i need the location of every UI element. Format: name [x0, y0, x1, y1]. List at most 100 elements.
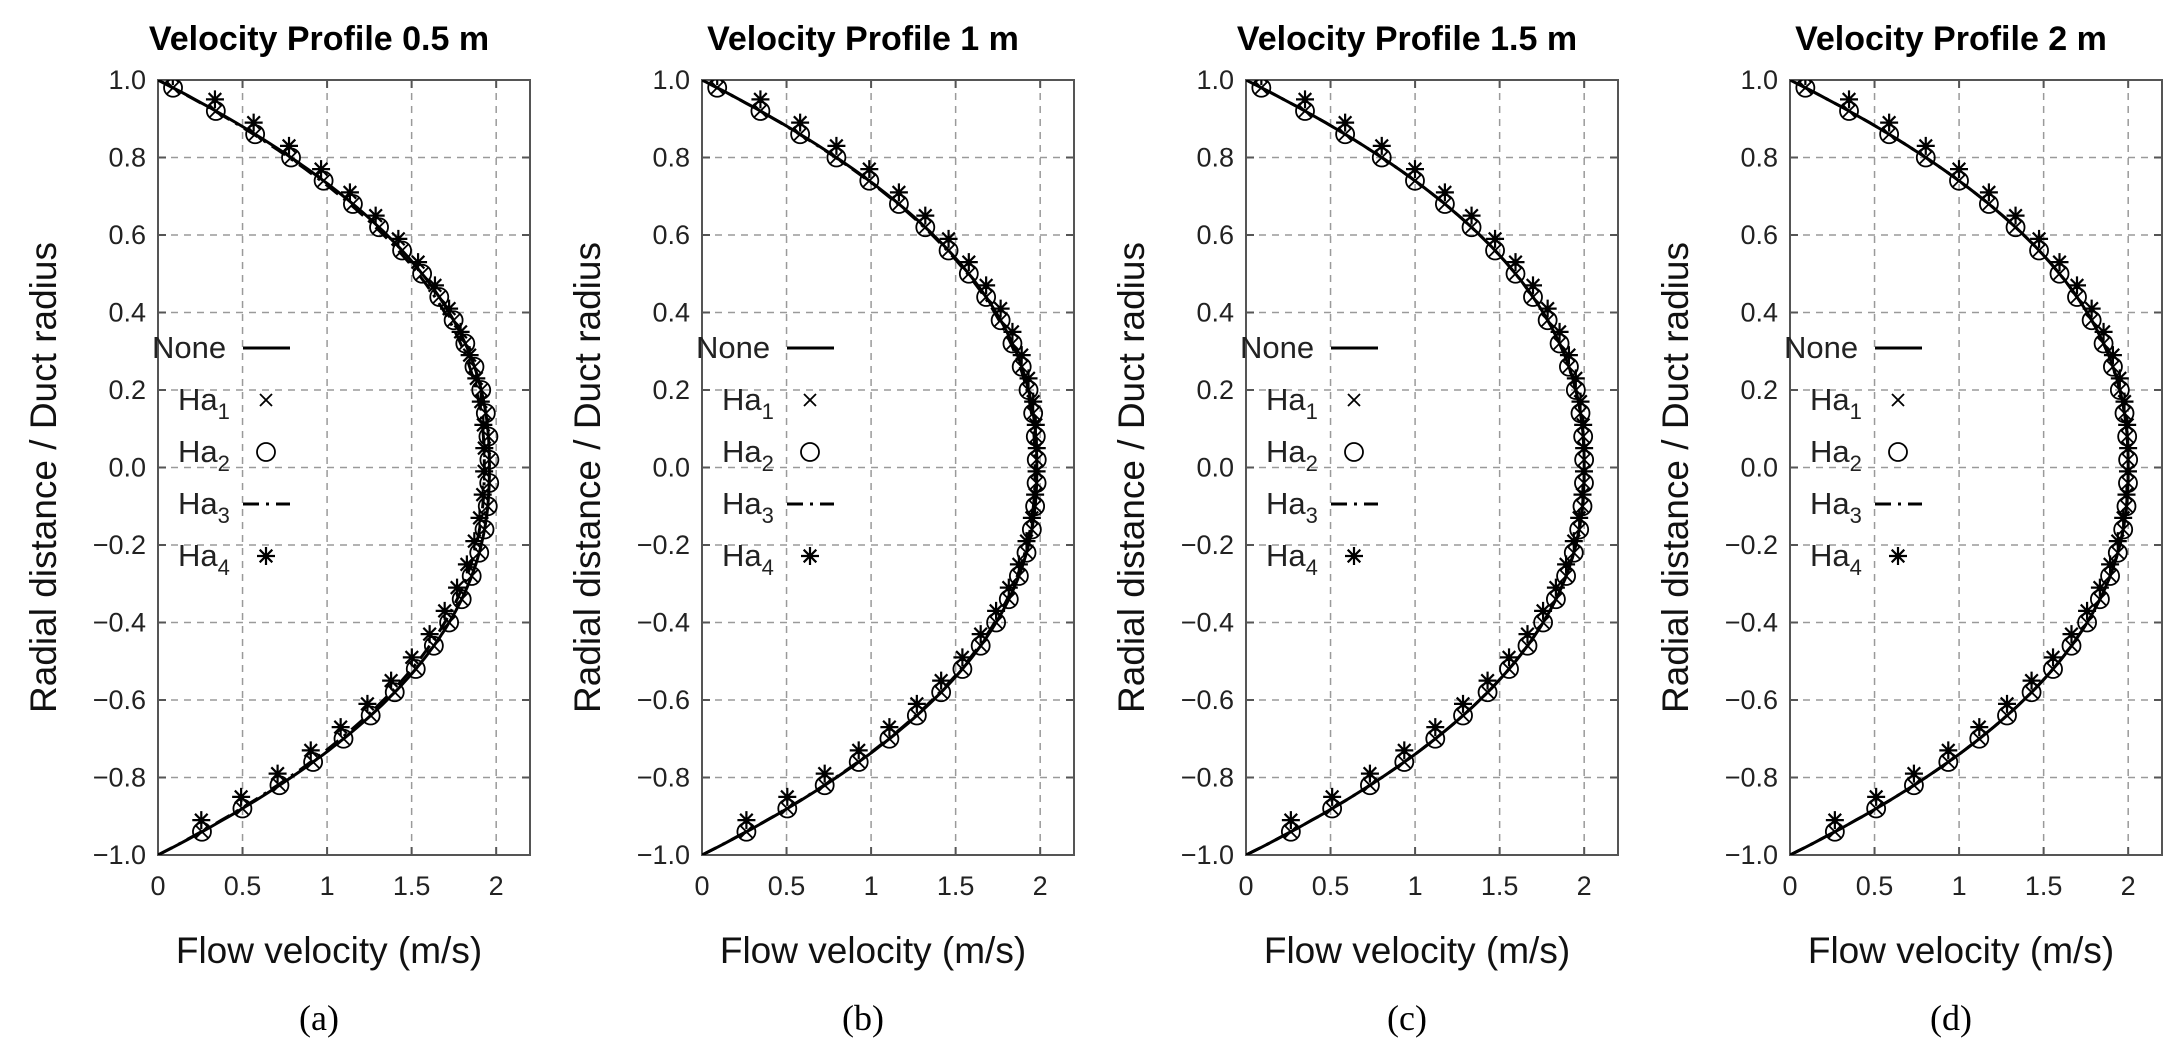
data-point — [280, 136, 299, 155]
plot-area — [1246, 80, 1595, 855]
data-point — [1426, 718, 1445, 737]
data-point — [1979, 183, 1998, 202]
legend-label: Ha3 — [1266, 486, 1318, 528]
data-point — [469, 542, 490, 563]
chart-title: Velocity Profile 1.5 m — [1237, 20, 1577, 58]
data-point — [991, 299, 1010, 318]
data-point — [1026, 485, 1045, 504]
y-tick-label: −0.6 — [637, 685, 690, 715]
x-tick-label: 1 — [1952, 871, 1967, 901]
data-point — [1488, 243, 1502, 258]
legend-subscript: 4 — [1850, 555, 1862, 580]
panel-caption: (a) — [299, 998, 339, 1038]
data-point — [1026, 415, 1045, 434]
data-point — [1454, 694, 1473, 713]
y-axis-label: Radial distance / Duct radius — [1111, 242, 1152, 713]
data-point — [1360, 764, 1379, 783]
data-point — [244, 113, 263, 132]
grid — [1246, 80, 1618, 855]
y-tick-label: 0.8 — [108, 143, 146, 173]
data-point — [465, 532, 484, 551]
grid — [158, 80, 530, 855]
data-point — [882, 732, 897, 746]
legend-marker — [800, 442, 820, 462]
y-tick-label: 1.0 — [1740, 65, 1778, 95]
chart-svg-a: Velocity Profile 0.5 m 0 0.5 1 1.5 2 1.0 0.8 0.6… — [23, 20, 531, 1038]
data-point — [2117, 485, 2136, 504]
series-line — [1246, 80, 1586, 855]
data-point — [2022, 671, 2041, 690]
y-tick-label: 0.0 — [108, 453, 146, 483]
legend-subscript: 3 — [1850, 503, 1862, 528]
y-tick-label: −1.0 — [93, 840, 146, 870]
legend-marker — [1345, 547, 1363, 565]
data-point — [2068, 276, 2087, 295]
x-tick-label: 1 — [864, 871, 879, 901]
y-tick-label: 1.0 — [652, 65, 690, 95]
data-point — [1405, 160, 1424, 179]
data-point — [2115, 392, 2134, 411]
data-point — [443, 310, 464, 331]
legend: None Ha1 Ha2 Ha3 Ha4 — [696, 330, 834, 580]
data-point — [2111, 546, 2125, 560]
y-axis-label: Radial distance / Duct radius — [567, 242, 608, 713]
series-line — [702, 80, 1037, 855]
data-point — [1518, 625, 1537, 644]
data-point — [358, 694, 377, 713]
y-tick-label: 0.2 — [108, 375, 146, 405]
data-point — [880, 718, 899, 737]
y-axis-label: Radial distance / Duct radius — [1655, 242, 1696, 713]
data-point — [2101, 555, 2120, 574]
y-tick-label: −0.8 — [93, 763, 146, 793]
plot-area — [158, 80, 500, 855]
data-point — [1323, 787, 1342, 806]
data-point — [2008, 220, 2023, 234]
legend-subscript: 1 — [762, 399, 774, 424]
data-point — [2103, 346, 2122, 365]
x-tick-label: 2 — [2121, 871, 2136, 901]
y-axis-label: Radial distance / Duct radius — [23, 242, 64, 713]
series-ha4 — [710, 80, 1046, 830]
chart-title: Velocity Profile 2 m — [1795, 20, 2107, 58]
data-point — [439, 612, 460, 633]
data-point — [2078, 601, 2097, 620]
legend-subscript: 4 — [1306, 555, 1318, 580]
data-point — [1880, 113, 1899, 132]
data-point — [192, 811, 211, 830]
y-tick-label: 0.2 — [1740, 375, 1778, 405]
data-point — [849, 741, 868, 760]
series-ha3 — [1246, 80, 1586, 855]
x-tick-label: 2 — [489, 871, 504, 901]
chart-svg-d: Velocity Profile 2 m 0 0.5 1 1.5 2 1.0 0.8 0.6 0.… — [1655, 20, 2163, 1038]
data-point — [1998, 694, 2017, 713]
data-point — [1567, 546, 1581, 560]
series-ha4 — [165, 80, 494, 830]
chart-title: Velocity Profile 0.5 m — [149, 20, 489, 58]
data-point — [423, 635, 444, 656]
data-point — [382, 671, 401, 690]
data-point — [474, 519, 495, 540]
chart-panel-d: Velocity Profile 2 m 0 0.5 1 1.5 2 1.0 0.8 0.6 0.… — [1632, 0, 2176, 1060]
legend-label: Ha2 — [178, 434, 230, 476]
legend-marker — [257, 547, 275, 565]
grid — [1790, 80, 2162, 855]
x-tick-label: 1.5 — [393, 871, 431, 901]
data-point — [1566, 369, 1585, 388]
data-point — [953, 648, 972, 667]
data-point — [435, 601, 454, 620]
data-point — [479, 449, 500, 470]
data-point — [1570, 508, 1589, 527]
x-tick-label: 1.5 — [937, 871, 975, 901]
y-tick-label: 1.0 — [1196, 65, 1234, 95]
legend-label: None — [1240, 330, 1314, 365]
legend-label: None — [696, 330, 770, 365]
data-point — [1550, 322, 1569, 341]
x-tick-label: 1.5 — [1481, 871, 1519, 901]
data-point — [889, 183, 908, 202]
data-point — [1506, 253, 1525, 272]
data-point — [166, 81, 180, 95]
x-tick-label: 2 — [1033, 871, 1048, 901]
legend-label: Ha3 — [178, 486, 230, 528]
data-point — [2118, 462, 2137, 481]
chart-panel-b: Velocity Profile 1 m 0 0.5 1 1.5 2 1.0 0.8 0.6 0.… — [544, 0, 1088, 1060]
